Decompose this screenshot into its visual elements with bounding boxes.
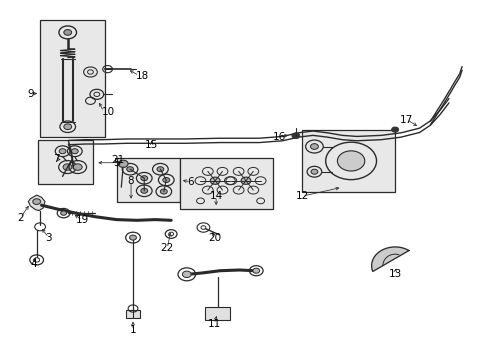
Text: 14: 14 (209, 191, 223, 201)
Bar (180, 158, 272, 209)
Text: 4: 4 (30, 258, 37, 269)
Text: 20: 20 (208, 233, 221, 243)
Circle shape (141, 176, 147, 181)
Text: 9: 9 (27, 89, 34, 99)
Text: 13: 13 (387, 269, 401, 279)
Circle shape (63, 164, 72, 170)
Text: 6: 6 (187, 177, 194, 187)
Circle shape (129, 235, 136, 240)
Text: 21: 21 (111, 155, 125, 165)
Circle shape (160, 189, 167, 194)
Circle shape (252, 268, 259, 273)
Text: 12: 12 (295, 191, 308, 201)
Text: 19: 19 (75, 215, 89, 225)
Circle shape (291, 133, 299, 139)
Text: 8: 8 (127, 176, 134, 186)
Text: 11: 11 (207, 319, 221, 329)
Circle shape (157, 167, 163, 172)
Bar (205, 307, 229, 320)
Circle shape (59, 149, 66, 154)
Circle shape (141, 188, 147, 193)
Circle shape (33, 199, 41, 204)
Circle shape (391, 127, 398, 132)
Circle shape (182, 271, 191, 278)
Text: 22: 22 (160, 243, 174, 253)
Text: 18: 18 (136, 71, 149, 81)
Circle shape (126, 167, 133, 172)
Circle shape (63, 124, 71, 130)
Text: 2: 2 (17, 213, 24, 223)
Circle shape (71, 149, 78, 154)
Text: 10: 10 (102, 107, 115, 117)
Circle shape (61, 211, 66, 215)
Bar (117, 158, 180, 202)
Bar (40, 20, 105, 137)
Circle shape (337, 151, 364, 171)
Circle shape (210, 177, 220, 184)
Bar (38, 140, 93, 184)
Circle shape (310, 144, 318, 149)
Text: 7: 7 (53, 154, 60, 164)
Text: 15: 15 (144, 140, 158, 150)
Text: 5: 5 (113, 158, 120, 168)
Circle shape (310, 169, 317, 174)
Bar (126, 310, 140, 318)
Bar (302, 130, 394, 192)
Circle shape (118, 160, 128, 167)
Circle shape (63, 30, 71, 35)
Polygon shape (28, 195, 45, 211)
Text: 17: 17 (399, 114, 413, 125)
Circle shape (73, 164, 82, 170)
Polygon shape (371, 247, 408, 271)
Text: 1: 1 (129, 325, 136, 336)
Circle shape (163, 177, 169, 183)
Text: 16: 16 (272, 132, 286, 142)
Text: 3: 3 (45, 233, 52, 243)
Circle shape (241, 177, 250, 184)
